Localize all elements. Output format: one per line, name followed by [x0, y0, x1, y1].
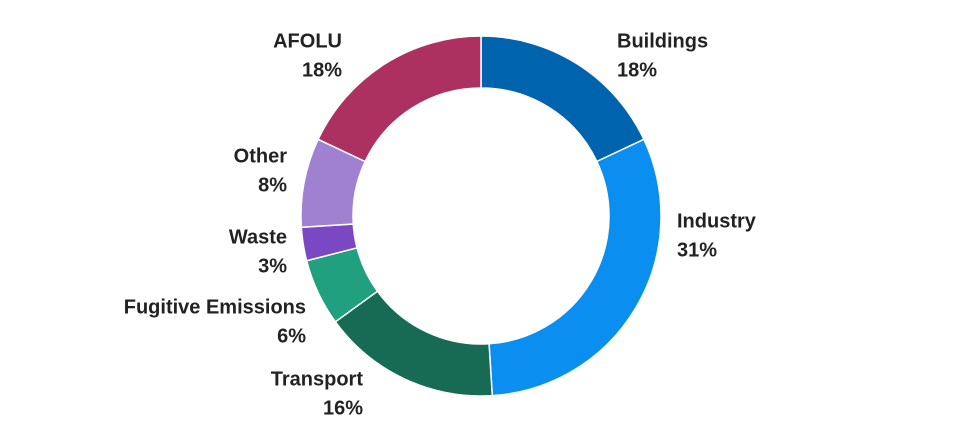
segment-value-label: 18%: [302, 59, 342, 81]
segment-label: AFOLU: [273, 30, 342, 52]
segment-label: Waste: [229, 226, 287, 248]
donut-segment: [317, 35, 482, 163]
segment-value-label: 31%: [677, 239, 717, 261]
segment-value-label: 6%: [277, 325, 306, 347]
segment-label: Other: [234, 145, 288, 167]
segment-label: Buildings: [617, 30, 708, 52]
donut-segment: [488, 138, 662, 397]
segment-value-label: 3%: [258, 255, 287, 277]
segment-label: Transport: [271, 368, 364, 390]
segment-value-label: 18%: [617, 59, 657, 81]
segment-label: Industry: [677, 210, 757, 232]
segment-value-label: 16%: [323, 397, 363, 419]
segment-label: Fugitive Emissions: [124, 296, 306, 318]
segment-value-label: 8%: [258, 174, 287, 196]
donut-segment: [480, 35, 645, 163]
